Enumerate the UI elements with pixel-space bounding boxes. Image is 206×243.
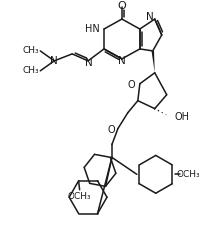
Text: CH₃: CH₃ xyxy=(23,46,39,55)
Text: N: N xyxy=(117,56,125,66)
Text: OCH₃: OCH₃ xyxy=(176,170,199,179)
Text: N: N xyxy=(145,12,153,22)
Polygon shape xyxy=(151,51,154,73)
Text: HN: HN xyxy=(85,24,99,34)
Text: O: O xyxy=(107,125,114,135)
Text: O: O xyxy=(117,1,126,11)
Text: OH: OH xyxy=(174,112,189,122)
Text: OCH₃: OCH₃ xyxy=(68,192,91,201)
Text: CH₃: CH₃ xyxy=(23,66,39,75)
Text: N: N xyxy=(50,56,58,66)
Text: O: O xyxy=(127,80,134,90)
Text: N: N xyxy=(85,58,92,68)
